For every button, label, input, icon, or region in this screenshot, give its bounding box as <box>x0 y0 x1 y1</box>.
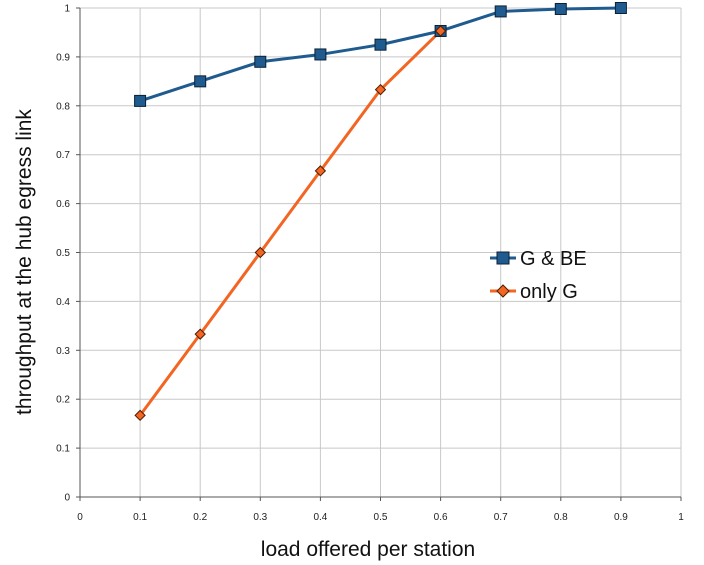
x-tick-label: 0.4 <box>313 512 327 523</box>
y-tick-label: 0.8 <box>56 101 70 112</box>
y-tick-label: 1 <box>64 4 70 15</box>
data-point-series-2 <box>434 25 447 37</box>
data-point-series-1 <box>254 55 267 68</box>
y-tick-label: 0.1 <box>56 444 70 455</box>
data-point-series-2 <box>254 246 267 259</box>
series-markers <box>134 2 627 422</box>
data-point-series-1 <box>314 48 327 61</box>
x-tick-label: 0.9 <box>614 512 628 523</box>
y-tick-labels: 0 0.1 0.2 0.3 0.4 0.5 0.6 0.7 0.8 0.9 1 <box>56 4 80 504</box>
legend-label-1: G & BE <box>520 248 587 270</box>
y-tick-label: 0.2 <box>56 395 70 406</box>
data-point-series-1 <box>494 5 507 18</box>
x-tick-label: 0.8 <box>554 512 568 523</box>
data-point-series-2 <box>194 328 206 340</box>
data-point-series-1 <box>374 38 387 51</box>
y-tick-label: 0.3 <box>56 346 70 357</box>
data-point-series-1 <box>194 75 207 88</box>
x-axis-title: load offered per station <box>261 538 475 561</box>
grid <box>79 7 682 498</box>
y-tick-label: 0.6 <box>56 199 70 210</box>
legend-label-2: only G <box>520 281 578 303</box>
x-tick-label: 0.1 <box>133 512 147 523</box>
legend-marker-1 <box>496 251 510 265</box>
x-tick-labels: 0 0.1 0.2 0.3 0.4 0.5 0.6 0.7 0.8 0.9 1 <box>77 497 684 523</box>
x-tick-label: 1 <box>678 512 684 523</box>
x-tick-label: 0.5 <box>374 512 388 523</box>
data-point-series-2 <box>134 409 146 422</box>
y-tick-label: 0.5 <box>56 248 70 259</box>
legend-marker-2 <box>496 284 510 298</box>
y-tick-label: 0.7 <box>56 150 70 161</box>
y-tick-label: 0 <box>64 493 70 504</box>
data-point-series-1 <box>134 94 147 107</box>
x-tick-label: 0.6 <box>434 512 448 523</box>
series-line-2 <box>138 29 442 417</box>
data-point-series-2 <box>314 165 327 177</box>
x-tick-label: 0.7 <box>494 512 508 523</box>
data-point-series-1 <box>614 2 627 14</box>
x-tick-label: 0.2 <box>193 512 207 523</box>
legend: G & BE only G <box>490 248 587 303</box>
y-tick-label: 0.9 <box>56 52 70 63</box>
y-tick-label: 0.4 <box>56 297 70 308</box>
x-tick-label: 0.3 <box>253 512 267 523</box>
x-tick-label: 0 <box>77 512 83 523</box>
data-point-series-2 <box>374 83 387 96</box>
y-axis-title: throughput at the hub egress link <box>13 109 36 415</box>
data-point-series-1 <box>554 2 567 15</box>
